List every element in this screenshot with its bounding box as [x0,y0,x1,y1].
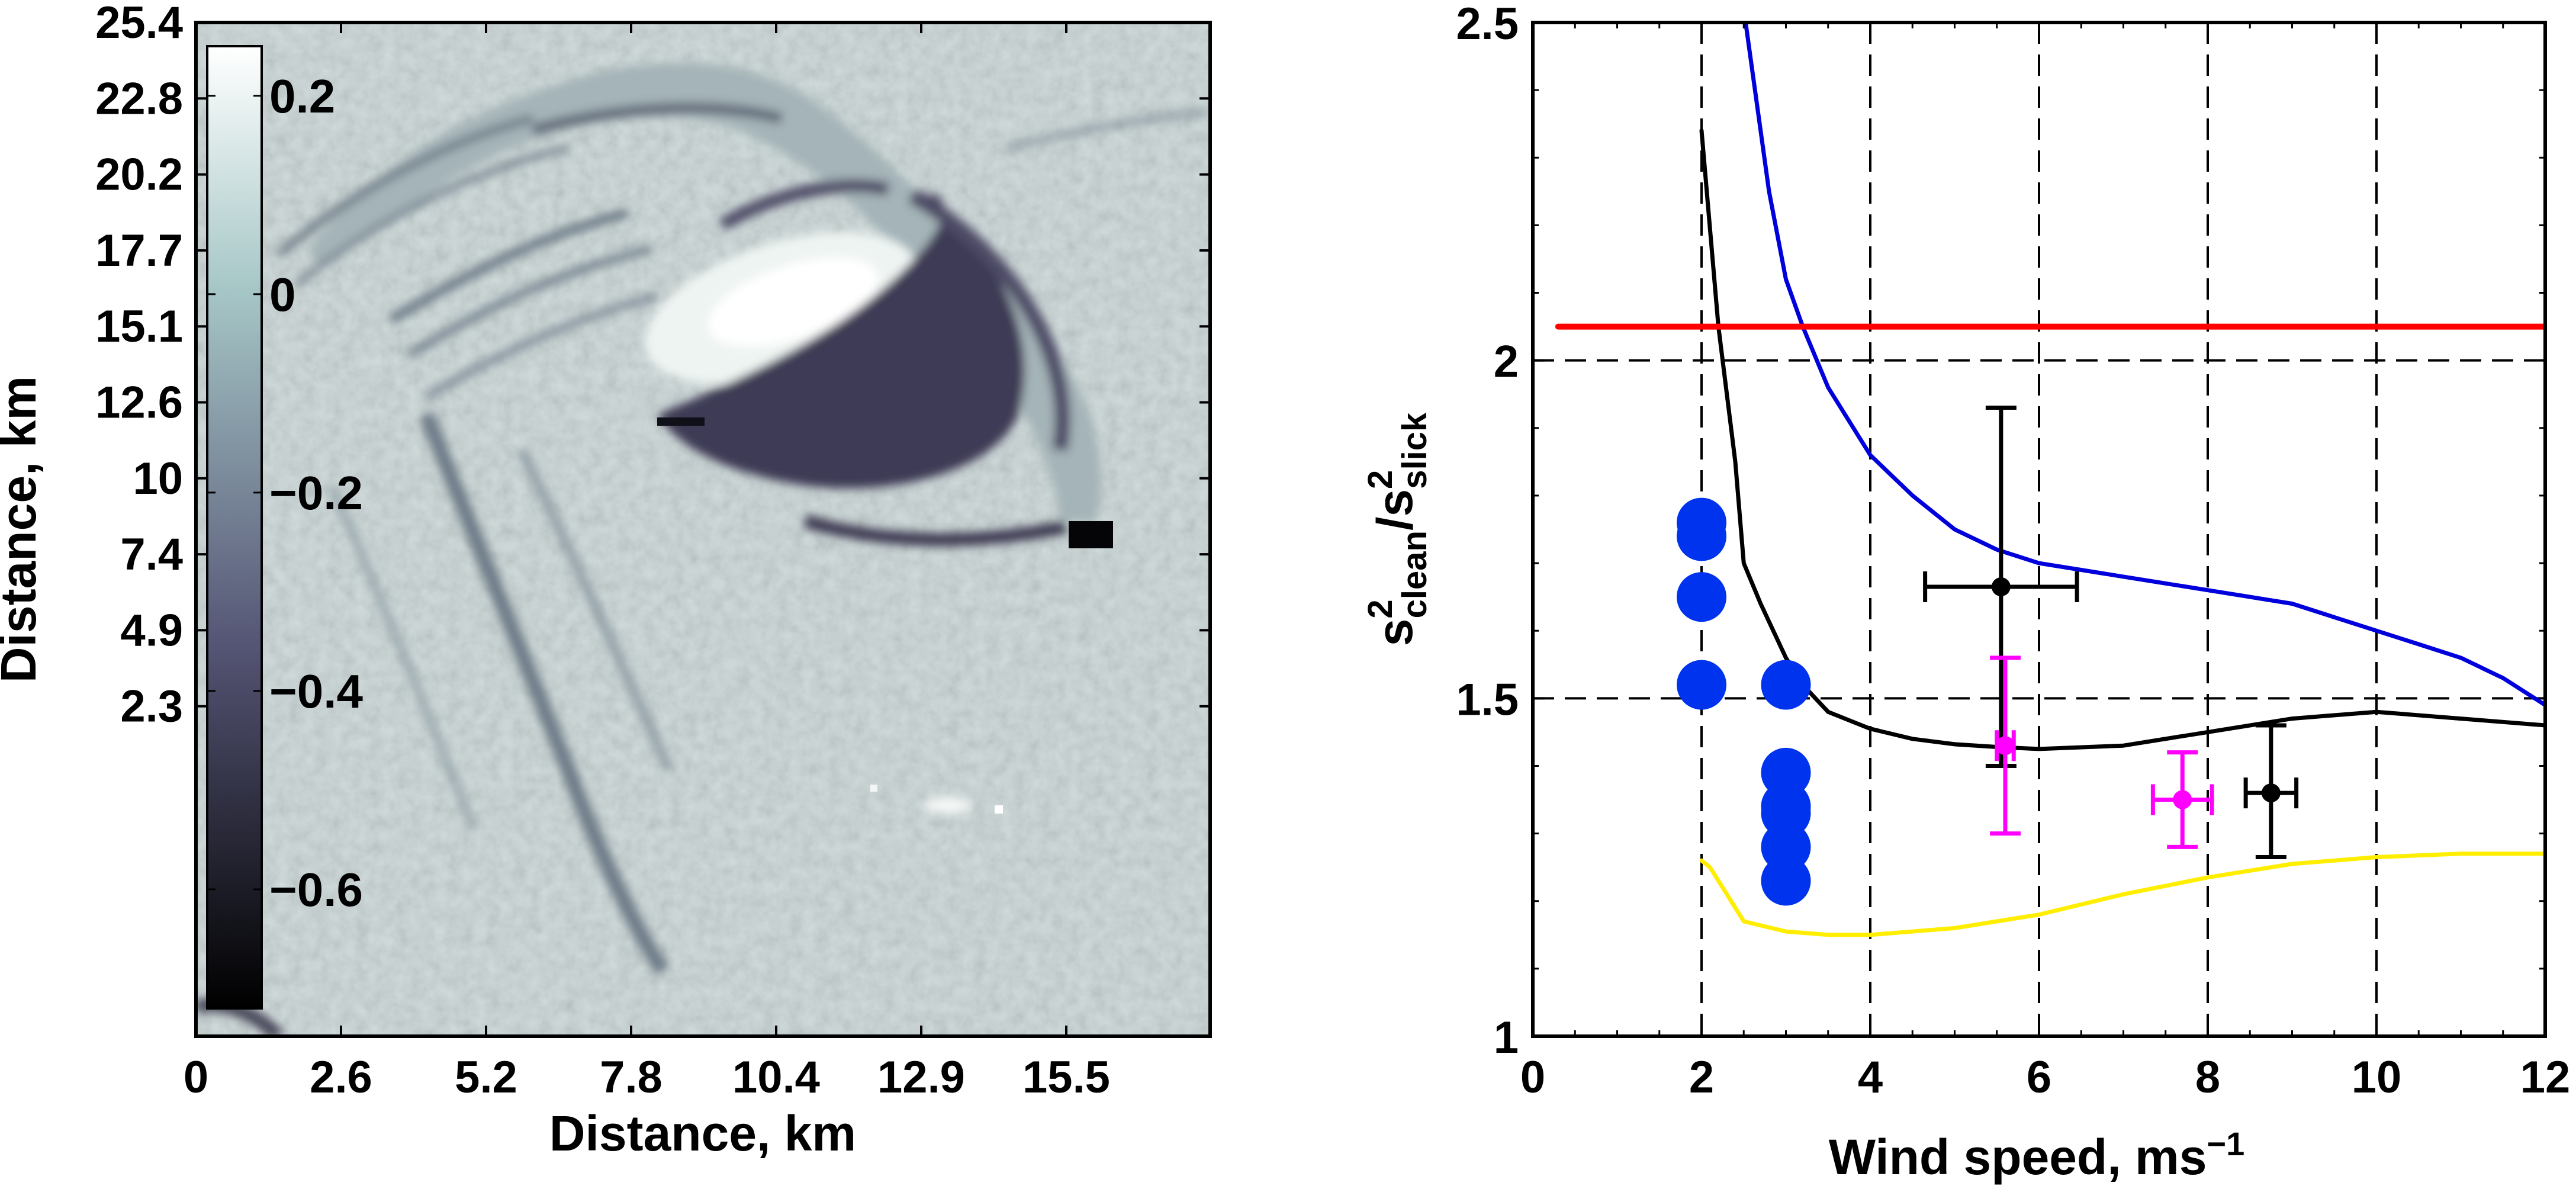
heatmap-y-tick-label: 25.4 [95,0,183,48]
heatmap-y-tick-label: 17.7 [95,226,183,276]
heatmap-x-tick-label: 12.9 [877,1052,965,1103]
colorbar-tick-label: −0.6 [269,863,363,916]
series-dot [1761,660,1811,710]
heatmap-y-tick-label: 4.9 [120,605,183,655]
heatmap-x-label: Distance, km [549,1106,856,1161]
speck-2 [870,785,877,792]
heatmap-ticks: 0 2.6 5.2 7.8 10.4 12.9 15.5 25.4 22.8 20.2 17.7 15… [95,0,1210,1103]
heatmap-x-tick-label: 15.5 [1022,1052,1110,1103]
plot-y-tick-label: 1 [1494,1013,1519,1063]
plot-x-tick-label: 0 [1520,1052,1545,1103]
errorbar-point [2173,790,2192,809]
heatmap-y-tick-label: 22.8 [95,73,183,124]
series-line-1 [1699,128,2545,751]
plot-series [1555,23,2545,937]
series-line-2 [1699,851,2545,937]
series-dot [1677,660,1726,710]
plot-x-tick-label: 8 [2195,1052,2220,1103]
plot-y-tick-label: 2.5 [1456,0,1519,49]
heatmap-y-tick-label: 10 [133,454,183,504]
plot-y-label: s2clean/s2slick [1361,412,1434,646]
heatmap-y-tick-label: 15.1 [95,301,183,352]
errorbar-point [2261,783,2281,803]
colorbar-ticks: 0.2 0 −0.2 −0.4 −0.6 [207,70,363,916]
slick-streak-5 [424,293,658,400]
errorbar-point [1996,736,2015,756]
series-dot [1677,511,1726,561]
slick-streak-2 [294,144,570,287]
plot-y-tick-label: 2 [1494,337,1519,387]
bottom-left-dark [196,998,284,1036]
heatmap-x-tick-label: 0 [184,1052,208,1103]
inner-dark-arc [719,179,890,231]
dark-spot [1069,521,1113,548]
colorbar-tick-label: 0.2 [269,70,335,123]
heatmap-x-tick-label: 10.4 [732,1052,820,1103]
heatmap-y-tick-label: 2.3 [120,682,183,732]
slick-outer-band [308,63,1101,521]
slick-streak-3 [388,208,629,324]
heatmap-image [196,23,1210,1036]
heatmap-y-tick-label: 20.2 [95,150,183,200]
plot-y-tick-label: 1.5 [1456,674,1519,725]
heatmap-x-tick-label: 5.2 [455,1052,517,1103]
dark-crescent [657,194,1025,489]
plot-x-tick-label: 4 [1858,1052,1883,1103]
heatmap-y-tick-label: 7.4 [120,529,183,580]
series-dot [1677,572,1726,622]
heatmap-x-tick-label: 7.8 [600,1052,663,1103]
plot-x-tick-label: 6 [2027,1052,2051,1103]
colorbar-tick-label: −0.2 [269,467,363,519]
line-plot-panel: 0 2 4 6 8 10 12 1 1.5 2 2.5 Wind speed, ms−1 s2cle… [1361,0,2570,1185]
plot-x-label: Wind speed, ms−1 [1829,1125,2245,1185]
colorbar-tick-label: 0 [269,268,296,321]
heatmap-y-label: Distance, km [0,376,46,683]
bright-lobe-core [708,257,879,347]
plot-errorbars [1923,406,2299,860]
series-line-0 [1743,23,2545,708]
series-dot [1761,856,1811,906]
plot-ticks: 0 2 4 6 8 10 12 1 1.5 2 2.5 [1456,0,2570,1103]
speck-1 [995,805,1003,814]
bright-patch [924,797,971,814]
heatmap-x-tick-label: 2.6 [310,1052,372,1103]
dark-line [657,417,705,426]
diagonal-streak-main [419,412,670,976]
plot-x-tick-label: 2 [1689,1052,1714,1103]
colorbar-tick-label: −0.4 [269,665,363,718]
slick-streak-6 [531,102,783,136]
plot-x-tick-label: 12 [2520,1052,2571,1103]
top-right-streak [1005,110,1208,151]
lower-arc [803,515,1067,547]
diagonal-streak-secondary [516,448,674,772]
plot-x-tick-label: 10 [2352,1052,2402,1103]
heatmap-frame [194,21,1212,1038]
errorbar-point [1991,577,2011,597]
dark-crescent-rim [908,188,1070,452]
slick-streak-4 [406,245,652,359]
heatmap-y-tick-label: 12.6 [95,378,183,428]
diagonal-streak-faint [327,484,478,831]
slick-streak-1 [275,114,534,258]
colorbar [206,45,263,1010]
plot-grid [1533,23,2545,1036]
heatmap-panel: 0.2 0 −0.2 −0.4 −0.6 0 2.6 5.2 7.8 10.4 12.9 15.5 2… [0,0,1212,1161]
